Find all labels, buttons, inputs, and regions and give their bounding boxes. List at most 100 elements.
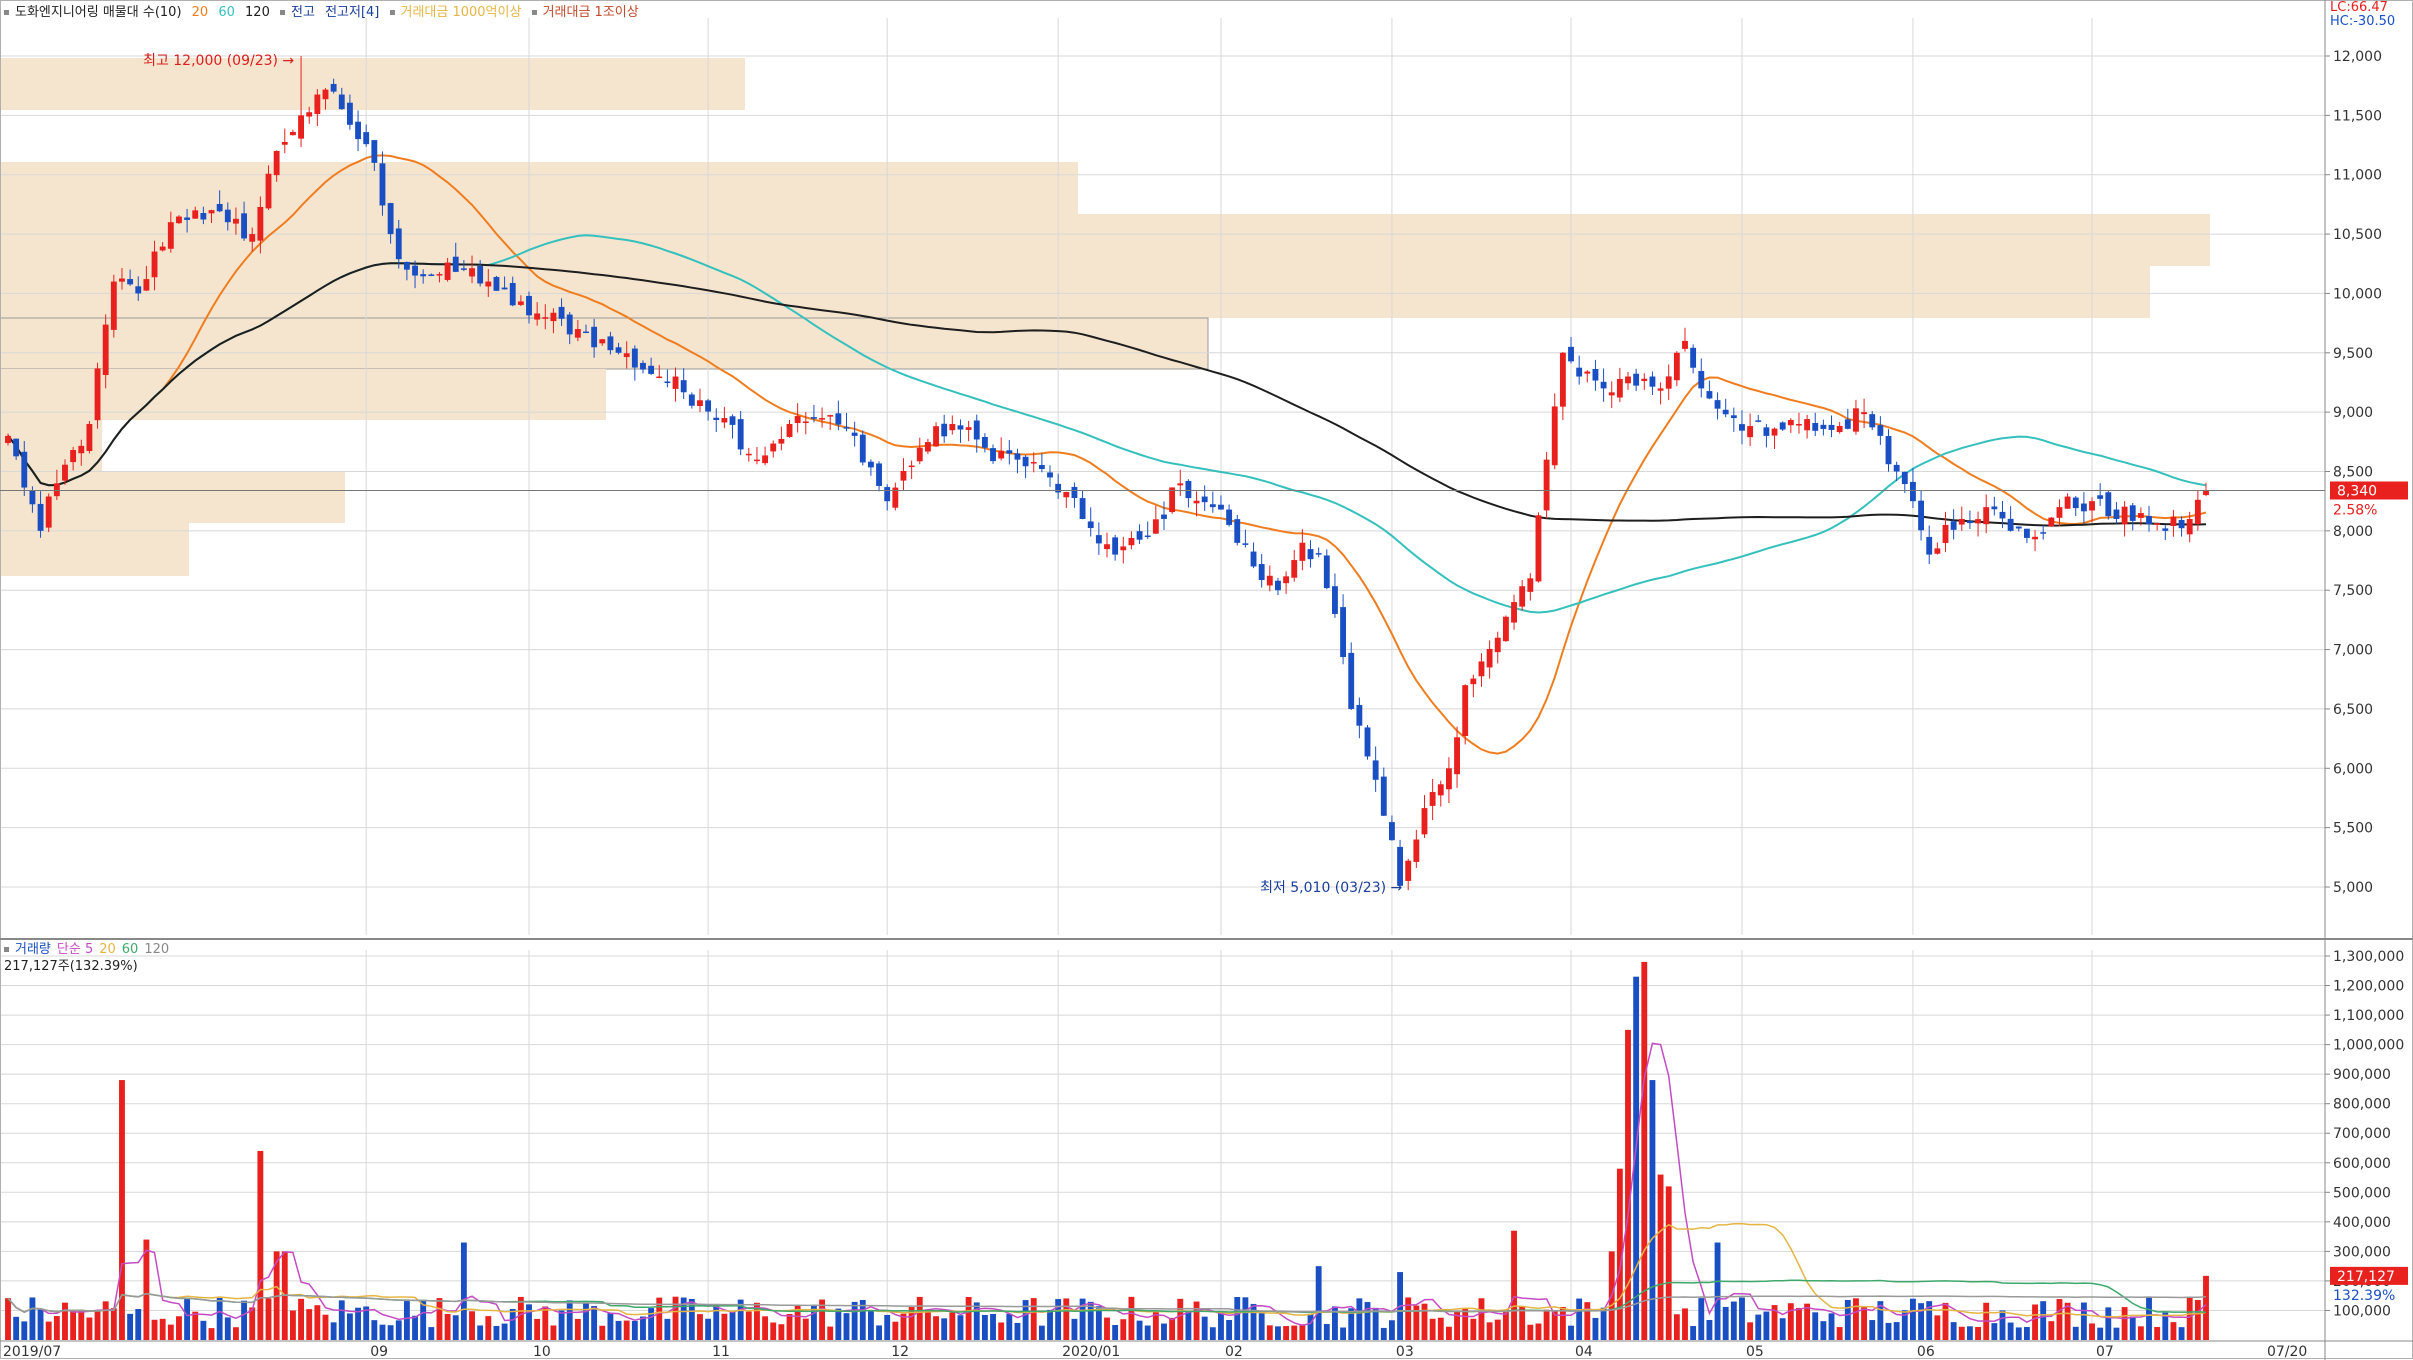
volume-tick-label: 1,300,000: [2333, 949, 2404, 965]
volume-bar: [745, 1311, 752, 1340]
candle-body: [1999, 511, 2006, 519]
candle-body: [892, 487, 899, 508]
candle-body: [501, 287, 508, 290]
candle-body: [1038, 465, 1045, 470]
volume-bar: [1030, 1298, 1037, 1340]
candle-body: [53, 483, 60, 497]
volume-bar: [395, 1320, 402, 1340]
volume-bar: [1519, 1305, 1526, 1340]
candle-body: [2105, 492, 2112, 517]
volume-bar: [843, 1313, 850, 1340]
candle-body: [1462, 685, 1469, 737]
volume-bar: [257, 1150, 264, 1340]
legend-ma20: 20: [191, 5, 209, 20]
candle-body: [1275, 580, 1281, 591]
volume-title: 거래량: [15, 942, 51, 957]
candle-body: [1014, 453, 1021, 460]
candle-body: [5, 435, 11, 444]
candle-body: [2113, 509, 2120, 519]
volume-bar: [379, 1324, 386, 1340]
volume-bar: [705, 1318, 712, 1340]
candle-body: [1812, 422, 1819, 431]
candle-body: [957, 425, 964, 430]
volume-bar: [45, 1321, 52, 1340]
candle-body: [1047, 472, 1053, 478]
candle-body: [1152, 519, 1159, 534]
volume-bar: [2105, 1307, 2112, 1340]
volume-bar: [1576, 1298, 1583, 1340]
candle-body: [664, 381, 671, 384]
candle-body: [412, 265, 418, 276]
volume-bar: [265, 1298, 272, 1340]
candle-body: [1877, 425, 1884, 436]
candle-body: [509, 282, 516, 306]
volume-bar: [1413, 1305, 1420, 1340]
volume-bar: [1543, 1309, 1550, 1340]
candle-body: [176, 216, 182, 224]
candle-body: [346, 102, 353, 125]
candle-body: [778, 438, 785, 444]
volume-bar: [428, 1327, 435, 1340]
candle-body: [1340, 607, 1347, 657]
x-axis-label: 05: [1746, 1344, 1764, 1360]
volume-bar: [1649, 1080, 1656, 1340]
volume-bar: [1910, 1298, 1916, 1340]
volume-bar: [1657, 1174, 1664, 1340]
candle-body: [452, 256, 459, 272]
candle-body: [1975, 519, 1981, 524]
volume-ma20-line: [7, 1222, 2207, 1318]
volume-tick-label: 600,000: [2333, 1156, 2391, 1172]
volume-bar: [159, 1318, 166, 1340]
volume-bar: [501, 1323, 508, 1340]
low-annotation: 최저 5,010 (03/23) →: [1260, 880, 1402, 896]
candle-body: [1804, 419, 1811, 431]
volume-bar: [1095, 1306, 1102, 1340]
candle-body: [705, 400, 712, 412]
candle-body: [900, 470, 907, 481]
volume-bar: [680, 1297, 687, 1340]
x-axis-label: 09: [370, 1344, 388, 1360]
candle-body: [86, 424, 93, 452]
candle-body: [1429, 792, 1436, 806]
volume-tick-label: 100,000: [2333, 1303, 2391, 1319]
volume-bar: [1299, 1324, 1306, 1340]
volume-bar: [1112, 1325, 1119, 1340]
candle-body: [2170, 516, 2177, 526]
volume-bar: [1258, 1310, 1265, 1340]
volume-bar: [224, 1317, 231, 1340]
volume-bar: [1551, 1310, 1558, 1340]
candle-body: [640, 362, 646, 370]
volume-bar: [355, 1307, 361, 1340]
volume-bar: [1926, 1301, 1933, 1340]
volume-bar: [721, 1313, 728, 1340]
volume-ma120: 120: [144, 942, 170, 957]
volume-bar: [762, 1316, 769, 1340]
price-tick-label: 8,000: [2333, 524, 2373, 540]
volume-bar: [21, 1321, 28, 1340]
candle-body: [1861, 412, 1868, 415]
current-price-box: [2330, 481, 2408, 500]
volume-bar: [770, 1322, 777, 1340]
volume-bar: [460, 1242, 467, 1340]
candle-body: [62, 464, 68, 481]
volume-bar: [119, 1080, 125, 1340]
candle-body: [1600, 381, 1607, 389]
candle-body: [802, 421, 809, 423]
volume-bar: [322, 1314, 329, 1340]
volume-bar: [127, 1313, 134, 1340]
volume-profile-zone: [0, 266, 2150, 318]
candle-body: [1796, 424, 1802, 426]
volume-bar: [192, 1311, 199, 1340]
candle-body: [1568, 346, 1574, 362]
volume-bar: [1429, 1318, 1436, 1340]
candle-body: [1095, 535, 1102, 544]
volume-bar: [371, 1320, 378, 1340]
volume-profile-zone: [0, 471, 345, 523]
volume-bar: [998, 1322, 1005, 1340]
candle-body: [1755, 420, 1762, 422]
legend-item4: 거래대금 1조이상: [542, 5, 639, 20]
candle-body: [1388, 822, 1395, 841]
candle-body: [1185, 480, 1192, 499]
volume-bar: [1820, 1321, 1827, 1340]
change-pct-label: 2.58%: [2333, 502, 2377, 518]
